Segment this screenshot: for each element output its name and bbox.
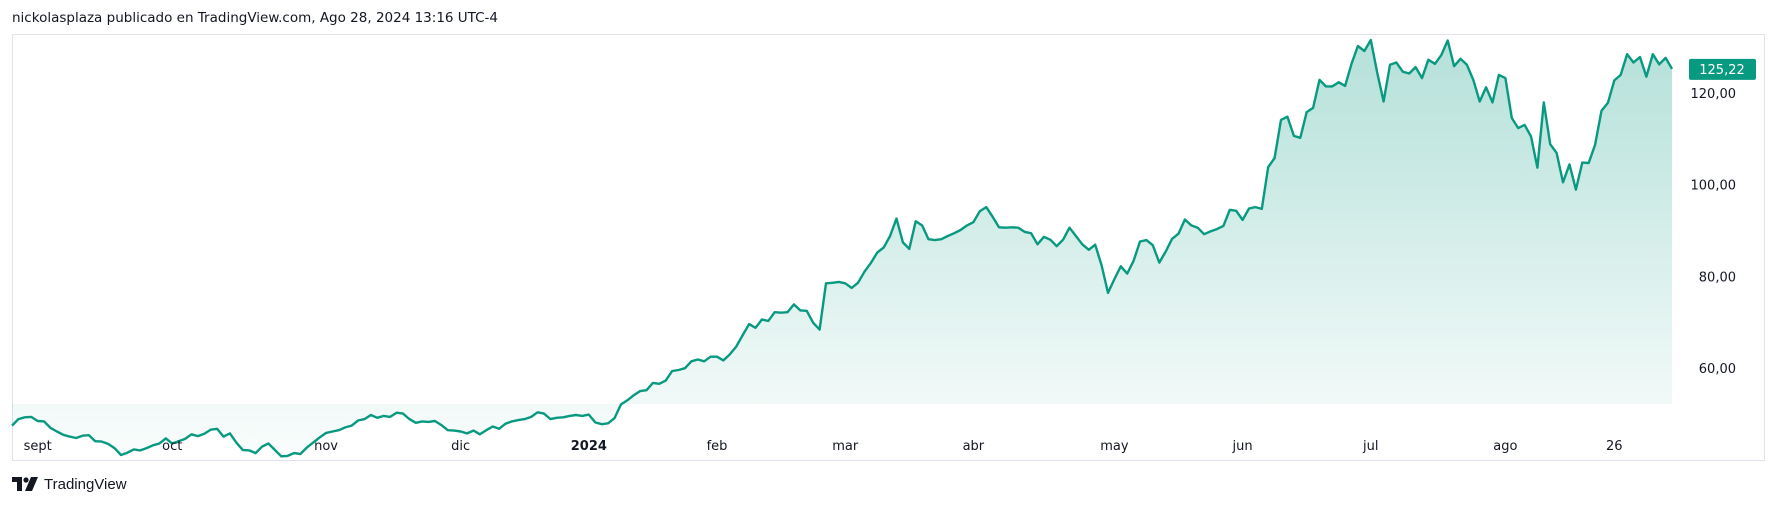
time-tick-label: feb	[707, 439, 728, 454]
time-tick-label: 26	[1606, 439, 1623, 454]
last-price-value: 125,22	[1699, 63, 1745, 78]
header-caption: nickolasplaza publicado en TradingView.c…	[12, 10, 499, 26]
price-tick-label: 100,00	[1691, 179, 1737, 194]
time-tick-label: oct	[162, 439, 182, 454]
time-tick-label: mar	[832, 439, 859, 454]
price-area-fill	[12, 40, 1672, 457]
time-tick-label: abr	[963, 439, 985, 454]
price-tick-label: 120,00	[1691, 87, 1737, 102]
time-axis[interactable]: sept oct nov dic 2024 feb mar abr may jun jul ago 26	[24, 439, 1623, 454]
last-price-label-bg	[1689, 58, 1756, 80]
time-tick-label: nov	[314, 439, 338, 454]
time-tick-label: ago	[1493, 439, 1517, 454]
time-tick-label: may	[1100, 439, 1129, 454]
time-tick-label: jun	[1232, 439, 1253, 454]
price-tick-label: 80,00	[1699, 270, 1736, 285]
time-tick-label: jul	[1362, 439, 1378, 454]
time-tick-label: 2024	[571, 439, 607, 454]
tradingview-logo[interactable]: TradingView	[12, 474, 127, 494]
last-price-label: 125,22	[1689, 58, 1756, 80]
tradingview-logo-icon	[12, 477, 38, 491]
tradingview-brand: TradingView	[44, 475, 127, 493]
price-axis[interactable]: 60,00 80,00 100,00 120,00	[1691, 87, 1737, 377]
price-line	[11, 38, 1674, 458]
price-tick-label: 60,00	[1699, 362, 1736, 377]
time-tick-label: sept	[24, 439, 52, 454]
time-tick-label: dic	[451, 439, 470, 454]
